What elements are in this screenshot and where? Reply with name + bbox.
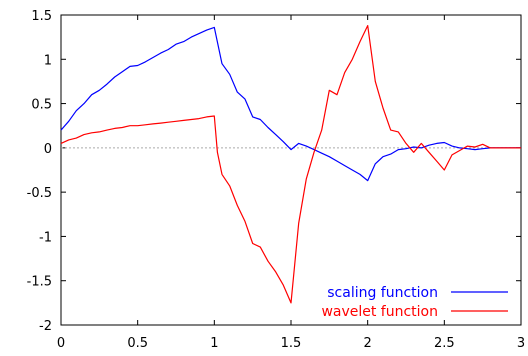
y-tick-label: -1.5 xyxy=(27,275,52,290)
y-tick-label: -1 xyxy=(39,230,52,245)
x-tick-label: 0.5 xyxy=(127,336,148,351)
legend-label: scaling function xyxy=(327,285,438,301)
x-tick-label: 3 xyxy=(517,336,525,351)
x-tick-label: 2 xyxy=(364,336,372,351)
y-tick-label: 0.5 xyxy=(31,98,52,113)
y-tick-label: 1 xyxy=(44,53,52,68)
x-tick-label: 1 xyxy=(210,336,218,351)
series-line-wavelet-function xyxy=(60,25,521,304)
series-line-scaling-function xyxy=(60,26,521,182)
x-tick-label: 2.5 xyxy=(434,336,455,351)
legend-label: wavelet function xyxy=(321,304,438,320)
y-tick-label: 1.5 xyxy=(31,9,52,24)
y-tick-label: 0 xyxy=(44,142,52,157)
x-tick-label: 1.5 xyxy=(281,336,302,351)
y-tick-label: -2 xyxy=(39,319,52,334)
x-tick-label: 0 xyxy=(57,336,65,351)
plot-frame xyxy=(60,14,522,326)
y-tick-label: -0.5 xyxy=(27,186,52,201)
axis-ticks: 0 0.5 1 1.5 2 2.5 3 -2 -1.5 -1 -0.5 0 0.5 1 1.5 xyxy=(27,9,526,351)
series-group xyxy=(60,25,521,304)
legend: scaling function wavelet function xyxy=(321,285,508,320)
